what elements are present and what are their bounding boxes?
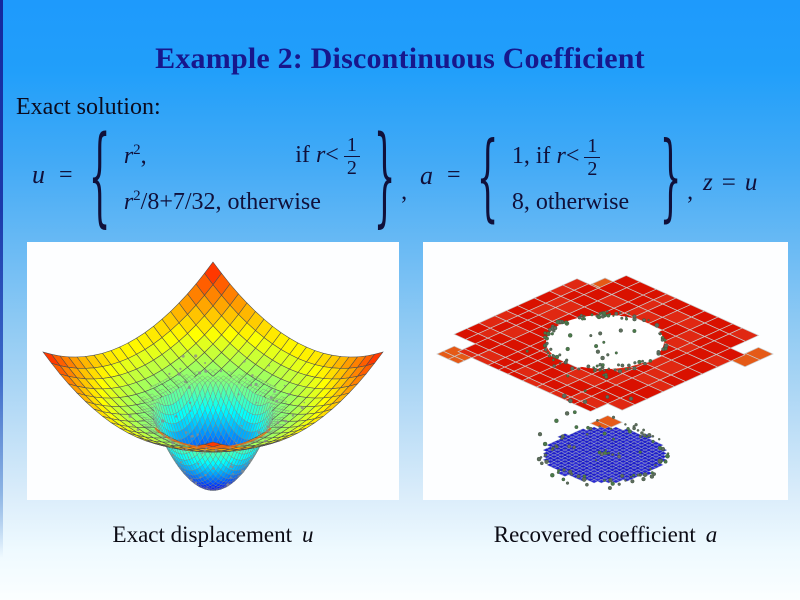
formula-z-lhs: z: [703, 169, 713, 196]
formula-u-cases: r2, if r< 1 2 r2/8+7/32, otherwise: [124, 135, 360, 216]
formula-z-equals: =: [721, 169, 736, 196]
slide-title: Example 2: Discontinuous Coefficient: [155, 42, 645, 75]
formula-u-right-brace: }: [373, 111, 396, 239]
formula-a-case1: 1, if r< 1 2: [512, 136, 646, 179]
exact-displacement-surface-plot: [42, 261, 384, 491]
caption-exact-displacement: Exact displacement u: [112, 522, 314, 547]
formula-a-lhs: a: [420, 160, 433, 190]
formula-z-rhs: u: [744, 169, 758, 196]
figure-recovered-coefficient: [423, 242, 788, 500]
formula-a-equals: =: [447, 162, 461, 188]
formula-a-case2: 8, otherwise: [511, 188, 630, 215]
formula-u-left-brace: {: [88, 111, 111, 239]
exact-solution-label: Exact solution:: [16, 94, 161, 120]
recovered-coefficient-plot: [436, 275, 774, 490]
formula-u-case2: r2/8+7/32, otherwise: [123, 187, 321, 215]
formula-a-cases: 1, if r< 1 2 8, otherwise: [512, 136, 646, 216]
caption-recovered-coefficient: Recovered coefficient a: [493, 522, 718, 547]
formula-u-equals: =: [59, 161, 73, 188]
formula-u-case1: r2, if r< 1 2: [124, 135, 360, 178]
formula-u: u = { r2, if r< 1 2 r2/8+7/32, otherwise }…: [32, 120, 407, 230]
formula-z: z = u: [703, 166, 757, 200]
figure-exact-displacement: [27, 242, 399, 500]
formula-a-left-brace: {: [476, 120, 499, 231]
formula-a-comma: ,: [687, 179, 694, 205]
formula-u-comma: ,: [401, 178, 408, 205]
formula-a-right-brace: }: [659, 120, 682, 231]
formula-u-lhs: u: [32, 160, 45, 189]
left-edge-accent: [0, 0, 3, 600]
formula-a: a = { 1, if r< 1 2 8, otherwise } ,: [420, 127, 693, 224]
caption-var-a: a: [705, 522, 718, 547]
caption-var-u: u: [301, 522, 314, 547]
